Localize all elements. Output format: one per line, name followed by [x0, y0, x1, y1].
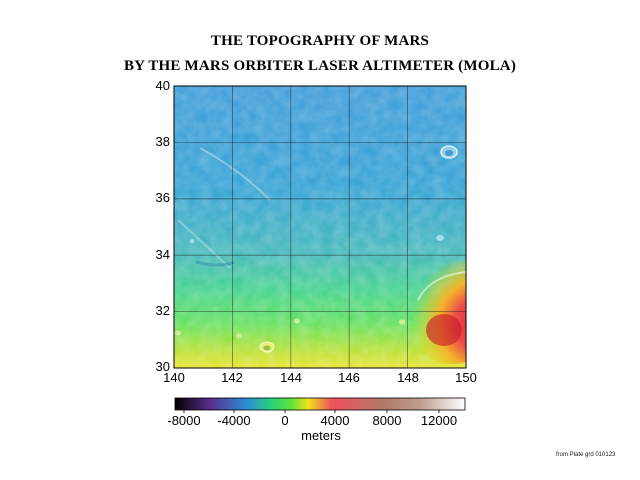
terrain-image [174, 86, 466, 368]
map-gridlines [174, 86, 466, 368]
source-credit: from Plate grd 010123 [556, 452, 616, 458]
colorbar-unit: meters [301, 428, 341, 443]
lon-label: 140 [163, 370, 185, 385]
lon-label: 150 [455, 370, 477, 385]
lon-label: 146 [338, 370, 360, 385]
lat-label: 36 [155, 190, 170, 205]
colorbar [174, 397, 466, 411]
colorbar-ticks [183, 410, 440, 413]
colorbar-label: -8000 [167, 413, 201, 428]
map-frame [173, 85, 467, 369]
lon-label: 142 [221, 370, 243, 385]
colorbar-label: 0 [281, 413, 289, 428]
lon-label: 144 [280, 370, 302, 385]
map-subtitle: BY THE MARS ORBITER LASER ALTIMETER (MOL… [123, 58, 517, 74]
lat-label: 32 [155, 303, 170, 318]
lon-label: 148 [397, 370, 419, 385]
colorbar-label: 8000 [372, 413, 402, 428]
colorbar-label: 4000 [320, 413, 350, 428]
colorbar-label: 12000 [420, 413, 458, 428]
lat-label: 30 [155, 359, 170, 374]
lat-label: 40 [155, 78, 170, 93]
colorbar-label: -4000 [217, 413, 251, 428]
lat-label: 34 [155, 247, 170, 262]
lat-label: 38 [155, 134, 170, 149]
map-title: THE TOPOGRAPHY OF MARS [210, 33, 430, 49]
craters [175, 145, 458, 353]
